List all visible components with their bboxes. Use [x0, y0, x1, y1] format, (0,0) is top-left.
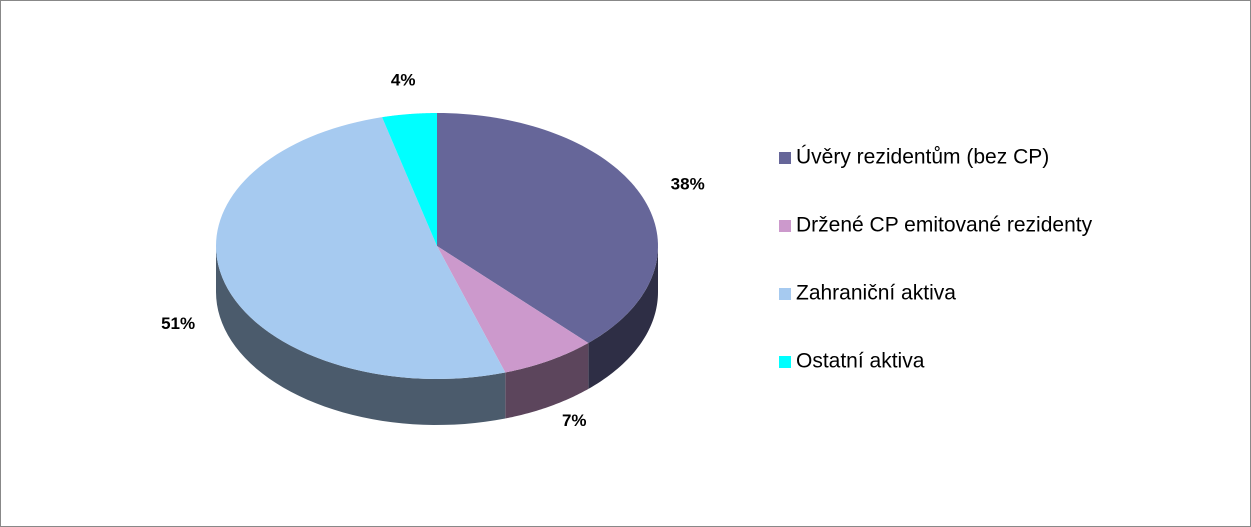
pie-slice — [437, 246, 589, 373]
value-label: 7% — [562, 411, 587, 430]
value-label: 51% — [161, 314, 195, 333]
legend-label: Ostatní aktiva — [796, 350, 925, 373]
legend-swatch — [779, 356, 791, 368]
legend-label: Úvěry rezidentům (bez CP) — [796, 146, 1049, 169]
value-label: 38% — [671, 174, 705, 193]
pie-side — [505, 342, 589, 419]
pie-side — [588, 246, 658, 389]
legend-label: Zahraniční aktiva — [796, 282, 956, 305]
pie-slice — [216, 117, 506, 380]
legend-swatch — [779, 152, 791, 164]
pie-slice — [382, 113, 437, 246]
value-label: 4% — [391, 71, 416, 90]
legend-swatch — [779, 288, 791, 300]
pie-sides — [216, 246, 658, 425]
pie-slice — [437, 113, 658, 343]
legend-swatch — [779, 220, 791, 232]
pie-side — [216, 246, 506, 425]
legend-label: Držené CP emitované rezidenty — [796, 214, 1093, 237]
